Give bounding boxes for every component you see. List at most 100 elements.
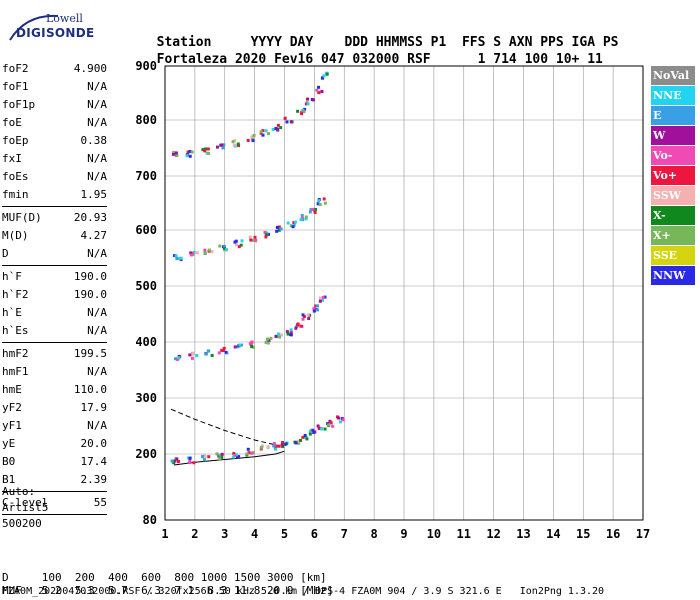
y-tick-label: 200 <box>135 447 157 461</box>
echo-point <box>201 148 205 152</box>
x-tick-label: 6 <box>311 527 318 541</box>
auto-program: Artist5 <box>2 501 49 514</box>
hdr-time: 032000 <box>352 52 400 67</box>
hdr-label-station: Station <box>156 35 212 50</box>
echo-point <box>307 317 311 321</box>
plot-frame <box>164 65 644 521</box>
echo-point <box>264 235 268 239</box>
echo-point <box>302 110 306 114</box>
echo-point <box>237 245 241 249</box>
echo-point <box>302 315 306 319</box>
param-row: h`F 190.0 <box>2 268 107 286</box>
echo-point <box>311 98 315 102</box>
x-tick-label: 12 <box>486 527 500 541</box>
echo-point <box>174 254 178 258</box>
param-row: foF1p N/A <box>2 96 107 114</box>
hdr-label-yyyy: YYYY <box>250 35 282 50</box>
param-value: 4.900 <box>73 62 107 75</box>
echo-point <box>223 247 227 251</box>
echo-point <box>315 88 319 92</box>
param-value: N/A <box>87 98 107 111</box>
echo-point <box>294 441 298 445</box>
echo-point <box>218 244 222 248</box>
echo-point <box>220 455 224 459</box>
echo-point <box>316 308 320 312</box>
echo-point <box>264 129 268 133</box>
d-400: 400 <box>108 571 128 584</box>
echo-point <box>319 296 323 300</box>
param-row: yF2 17.9 <box>2 399 107 417</box>
param-separator <box>2 491 107 492</box>
param-row: foE N/A <box>2 114 107 132</box>
echo-point <box>299 218 303 222</box>
echo-point <box>296 439 300 443</box>
echo-point <box>316 424 320 428</box>
y-tick-label: 900 <box>135 59 157 73</box>
echo-point <box>329 421 333 425</box>
d-100: 100 <box>41 571 62 584</box>
echo-point <box>233 139 237 143</box>
echo-point <box>264 340 268 344</box>
echo-point <box>313 207 317 211</box>
echo-point <box>309 428 313 432</box>
echo-point <box>210 250 214 254</box>
param-value: 17.4 <box>80 455 108 468</box>
scaled-parameters: foF2 4.900 foF1 N/A foF1p N/A foE N/A foEp 0.38 fx… <box>2 60 107 517</box>
echo-point <box>279 126 283 130</box>
legend-entry: NNE <box>651 86 695 105</box>
hdr-pps: 100 <box>524 52 549 67</box>
echo-point <box>251 345 255 349</box>
echo-point <box>303 107 307 111</box>
param-row: hmF2 199.5 <box>2 345 107 363</box>
echo-point <box>266 445 270 449</box>
muf-unit: [MHz] <box>300 584 334 597</box>
echo-point <box>218 453 222 457</box>
legend-entry: X+ <box>651 226 695 245</box>
echo-point <box>323 427 327 431</box>
param-value: 0.38 <box>80 134 108 147</box>
echo-point <box>305 437 309 441</box>
echo-point <box>317 199 321 203</box>
echo-point <box>286 221 290 225</box>
auto-label: Auto: <box>2 485 36 498</box>
echo-point <box>239 243 243 247</box>
echo-point <box>231 140 235 144</box>
echo-point <box>220 452 224 456</box>
echo-point <box>204 352 208 356</box>
d-unit: [km] <box>300 571 327 584</box>
echo-point <box>190 352 194 356</box>
param-name: B1 <box>2 473 16 486</box>
echo-point <box>237 455 241 459</box>
echo-point <box>309 208 313 212</box>
muf-1000: 8.3 <box>207 584 228 597</box>
param-value: N/A <box>87 365 107 378</box>
echo-point <box>301 435 305 439</box>
hdr-label-ffs: FFS <box>461 35 486 50</box>
echo-point <box>263 230 267 234</box>
echo-point <box>176 460 180 464</box>
echo-point <box>206 349 210 353</box>
param-name: yE <box>2 437 16 450</box>
logo-lowell: Lowell <box>46 12 83 25</box>
echo-point <box>275 225 279 229</box>
echo-point <box>222 346 226 350</box>
auto-code: 500200 <box>2 517 42 530</box>
param-name: hmE <box>2 383 22 396</box>
param-value: N/A <box>87 247 107 260</box>
param-value: N/A <box>87 116 107 129</box>
param-name: yF1 <box>2 419 22 432</box>
echo-point <box>291 225 295 229</box>
param-row: hmF1 N/A <box>2 363 107 381</box>
y-tick-label: 800 <box>135 113 157 127</box>
param-value: 20.0 <box>80 437 108 450</box>
echo-point <box>190 253 194 257</box>
echo-point <box>267 232 271 236</box>
param-separator <box>2 206 107 207</box>
hdr-label-axn: AXN <box>508 35 533 50</box>
echo-point <box>203 458 207 462</box>
hdr-label-p1: P1 <box>430 35 447 50</box>
param-value: N/A <box>87 419 107 432</box>
echo-point <box>272 444 276 448</box>
echo-point <box>277 228 281 232</box>
d-label: D <box>2 571 9 584</box>
